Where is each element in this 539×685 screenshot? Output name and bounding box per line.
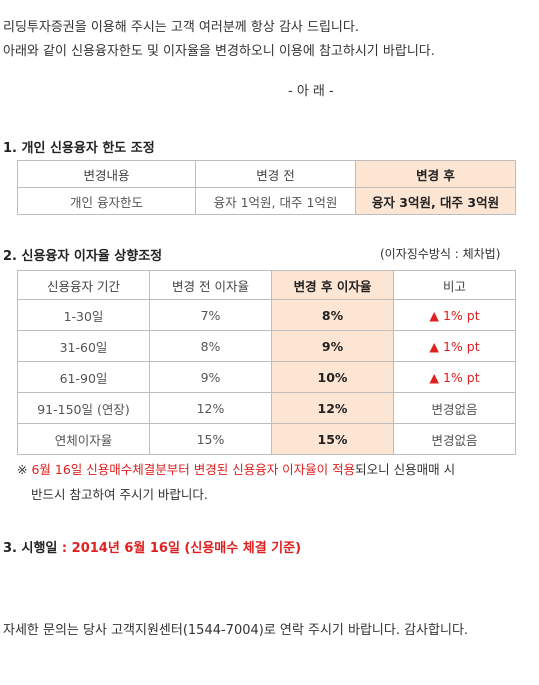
- notice-heading: - 아 래 -: [288, 84, 334, 99]
- rate-note: ▲ 1% pt: [393, 330, 516, 362]
- effective-date: 2014년 6월 16일 (신용매수 체결 기준): [71, 541, 302, 556]
- table-row: 연체이자율 15% 15% 변경없음: [17, 423, 516, 455]
- rate-after: 9%: [271, 330, 394, 362]
- table-row: 1-30일 7% 8% ▲ 1% pt: [17, 299, 516, 331]
- rate-period: 1-30일: [17, 299, 150, 331]
- rate-note: 변경없음: [393, 423, 516, 455]
- table-row: 31-60일 8% 9% ▲ 1% pt: [17, 330, 516, 362]
- limit-header-after: 변경 후: [355, 160, 516, 188]
- rate-header-note: 비고: [393, 270, 516, 300]
- rate-header-period: 신용융자 기간: [17, 270, 150, 300]
- limit-table: 변경내용 변경 전 변경 후 개인 융자한도 융자 1억원, 대주 1억원 융자…: [17, 160, 516, 215]
- rate-note: ▲ 1% pt: [393, 299, 516, 331]
- rate-before: 9%: [149, 361, 272, 393]
- table-row: 91-150일 (연장) 12% 12% 변경없음: [17, 392, 516, 424]
- rate-period: 연체이자율: [17, 423, 150, 455]
- limit-header-content: 변경내용: [17, 160, 196, 188]
- intro-line-1: 리딩투자증권을 이용해 주시는 고객 여러분께 항상 감사 드립니다.: [3, 20, 359, 35]
- section3-title: 3. 시행일 : 2014년 6월 16일 (신용매수 체결 기준): [3, 537, 301, 556]
- rate-header-before: 변경 전 이자율: [149, 270, 272, 300]
- note-red-text: 6월 16일 신용매수체결분부터 변경된 신용융자 이자율이 적용: [31, 462, 356, 477]
- rate-after: 10%: [271, 361, 394, 393]
- rate-after: 8%: [271, 299, 394, 331]
- rate-period: 31-60일: [17, 330, 150, 362]
- rate-note: ▲ 1% pt: [393, 361, 516, 393]
- limit-cell-before: 융자 1억원, 대주 1억원: [195, 187, 356, 215]
- rate-before: 7%: [149, 299, 272, 331]
- section2-title: 2. 신용융자 이자율 상향조정: [3, 249, 163, 264]
- rate-header-after: 변경 후 이자율: [271, 270, 394, 300]
- rate-before: 8%: [149, 330, 272, 362]
- rate-after: 15%: [271, 423, 394, 455]
- interest-method: (이자징수방식 : 체차법): [380, 247, 501, 261]
- rate-table: 신용융자 기간 변경 전 이자율 변경 후 이자율 비고 1-30일 7% 8%…: [17, 270, 516, 455]
- limit-cell-after: 융자 3억원, 대주 3억원: [355, 187, 516, 215]
- intro-line-2: 아래와 같이 신용융자한도 및 이자율을 변경하오니 이용에 참고하시기 바랍니…: [3, 44, 435, 59]
- rate-before: 15%: [149, 423, 272, 455]
- rate-before: 12%: [149, 392, 272, 424]
- note-rest-text: 되오니 신용매매 시: [355, 462, 456, 477]
- section3-colon: :: [57, 541, 72, 556]
- rate-notice: ※ 6월 16일 신용매수체결분부터 변경된 신용융자 이자율이 적용되오니 신…: [17, 459, 455, 478]
- limit-header-before: 변경 전: [195, 160, 356, 188]
- note-mark: ※: [17, 462, 32, 477]
- rate-notice-line2: 반드시 참고하여 주시기 바랍니다.: [31, 487, 208, 502]
- rate-after: 12%: [271, 392, 394, 424]
- limit-cell-content: 개인 융자한도: [17, 187, 196, 215]
- rate-note: 변경없음: [393, 392, 516, 424]
- section3-label: 3. 시행일: [3, 541, 58, 556]
- rate-period: 91-150일 (연장): [17, 392, 150, 424]
- rate-period: 61-90일: [17, 361, 150, 393]
- section1-title: 1. 개인 신용융자 한도 조정: [3, 141, 155, 156]
- table-row: 61-90일 9% 10% ▲ 1% pt: [17, 361, 516, 393]
- footer-contact: 자세한 문의는 당사 고객지원센터(1544-7004)로 연락 주시기 바랍니…: [3, 623, 469, 638]
